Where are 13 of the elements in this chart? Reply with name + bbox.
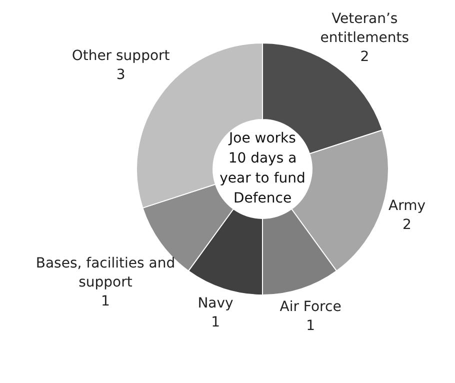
data-label: 1 (306, 318, 315, 334)
data-label: 1 (101, 294, 110, 310)
slice-label: Army (388, 198, 426, 214)
slice-label: Air Force (280, 298, 342, 315)
data-label: 2 (402, 217, 412, 234)
data-label: 2 (360, 49, 370, 66)
slice-label: Veteran’s entitlements (320, 11, 410, 46)
slice-label: Navy (198, 296, 234, 312)
slice-label: Bases, facilities and support (36, 256, 176, 291)
data-label: 3 (116, 67, 126, 84)
slice-label: Other support (72, 48, 170, 64)
text: Joe works 10 days a year to fund Defence (220, 130, 306, 207)
data-label: 1 (211, 314, 220, 331)
